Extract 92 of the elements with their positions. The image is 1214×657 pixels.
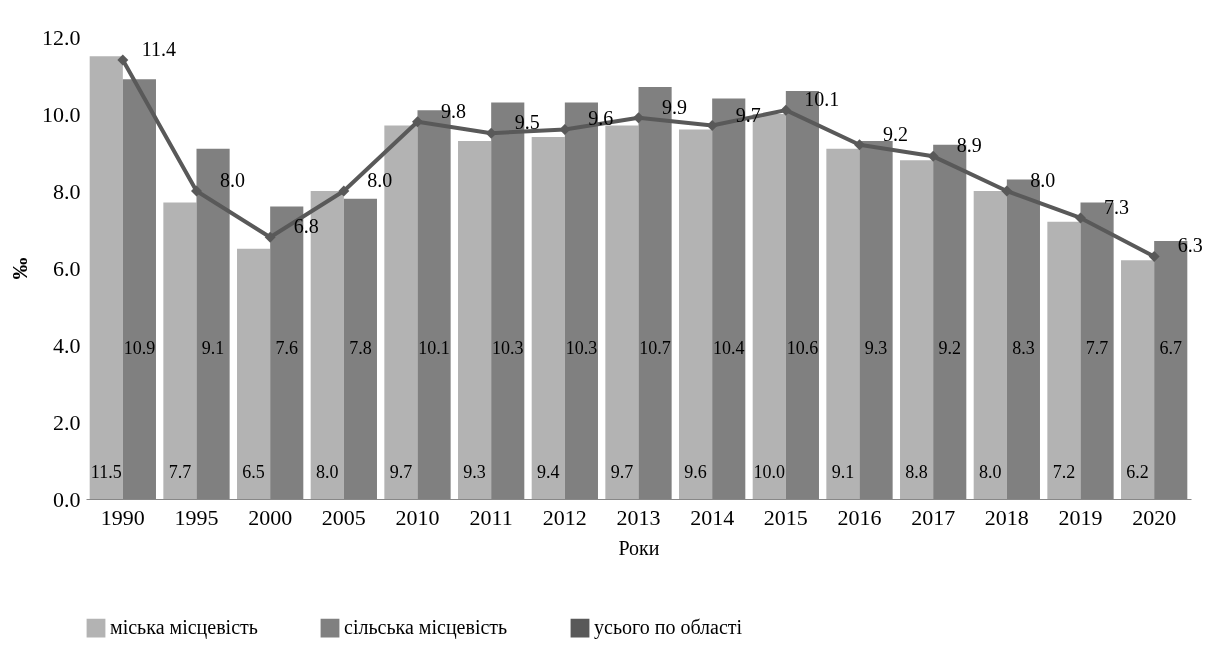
data-label: 9.8 [441, 99, 466, 122]
x-tick-label: 2020 [1132, 504, 1177, 530]
point [1075, 212, 1086, 224]
data-label: 7.3 [1104, 195, 1129, 218]
point [412, 116, 423, 128]
x-tick-label: 2019 [1058, 504, 1103, 530]
bar [531, 137, 565, 499]
point [338, 185, 350, 197]
x-tick-label: 2015 [763, 504, 808, 530]
point [780, 104, 792, 116]
data-label: 11.5 [90, 462, 122, 482]
data-label: 9.7 [610, 462, 634, 482]
bar [826, 148, 860, 499]
y-tick-label: 8.0 [53, 178, 81, 204]
bar [900, 160, 934, 499]
y-tick-label: 10.0 [42, 101, 81, 127]
x-tick-label: 2010 [395, 504, 440, 530]
data-label: 9.2 [938, 338, 961, 358]
data-label: 6.7 [1159, 338, 1182, 358]
data-label: 10.0 [753, 462, 786, 482]
point [1148, 250, 1160, 262]
data-label: 8.3 [1012, 338, 1035, 358]
data-label: 9.1 [831, 462, 855, 482]
bar [1047, 221, 1081, 499]
x-tick-label: 2013 [616, 504, 661, 530]
point [1001, 185, 1013, 197]
data-label: 7.7 [1085, 338, 1109, 358]
legend-label: сільська місцевість [344, 616, 508, 640]
x-tick-label: 2018 [984, 504, 1029, 530]
y-tick-label: 4.0 [53, 332, 81, 358]
legend-label: міська місцевість [110, 616, 258, 640]
point [264, 231, 276, 243]
data-label: 10.6 [786, 338, 819, 358]
data-label: 10.9 [123, 338, 156, 358]
data-label: 9.4 [537, 462, 560, 482]
data-label: 7.2 [1052, 462, 1076, 482]
data-label: 10.3 [565, 338, 598, 358]
point [117, 54, 129, 66]
bar [679, 129, 713, 499]
x-tick-label: 2017 [911, 504, 956, 530]
bar [973, 191, 1007, 499]
data-label: 8.0 [367, 169, 393, 191]
data-label: 8.0 [1030, 169, 1056, 191]
data-label: 9.9 [662, 95, 687, 118]
bar [163, 202, 197, 499]
data-label: 9.7 [389, 462, 413, 482]
bar [605, 125, 639, 499]
point [927, 150, 939, 162]
data-label: 10.7 [639, 338, 671, 358]
x-tick-label: 2012 [542, 504, 587, 530]
bar [458, 140, 492, 499]
y-axis-title: ‰ [7, 257, 32, 280]
data-label: 11.4 [141, 38, 176, 61]
data-label: 9.6 [684, 462, 707, 482]
data-label: 7.6 [275, 338, 298, 358]
x-tick-label: 2011 [469, 504, 513, 530]
data-label: 10.4 [712, 338, 745, 358]
x-tick-label: 1990 [100, 504, 145, 530]
legend-label: усього по області [594, 616, 743, 640]
data-label: 8.8 [905, 462, 928, 482]
x-axis-title: Роки [618, 536, 660, 559]
x-tick-label: 2014 [690, 504, 735, 530]
data-label: 9.3 [864, 338, 888, 358]
data-label: 7.7 [168, 462, 192, 482]
y-tick-label: 2.0 [53, 409, 81, 435]
y-tick-label: 12.0 [42, 24, 81, 50]
data-label: 8.9 [956, 134, 982, 157]
bar [237, 248, 271, 499]
data-label: 6.3 [1177, 234, 1203, 257]
data-label: 9.1 [201, 338, 225, 358]
data-label: 9.2 [883, 122, 908, 145]
data-label: 8.0 [316, 462, 339, 482]
data-label: 8.0 [979, 462, 1002, 482]
x-tick-label: 2000 [248, 504, 293, 530]
y-tick-label: 0.0 [53, 486, 81, 512]
bar [89, 56, 123, 499]
data-label: 9.3 [463, 462, 486, 482]
data-label: 7.8 [349, 338, 372, 358]
x-tick-label: 1995 [174, 504, 219, 530]
data-label: 10.1 [804, 88, 840, 111]
data-label: 6.2 [1126, 462, 1149, 482]
y-tick-label: 6.0 [53, 255, 81, 281]
x-tick-label: 2005 [321, 504, 366, 530]
x-tick-label: 2016 [837, 504, 882, 530]
data-label: 6.8 [293, 215, 319, 238]
bar [1121, 260, 1155, 499]
data-label: 10.3 [491, 338, 524, 358]
point [854, 139, 865, 151]
data-label: 8.0 [220, 169, 245, 191]
data-label: 6.5 [242, 462, 265, 482]
data-label: 10.1 [418, 338, 450, 358]
data-label: 9.5 [514, 111, 540, 134]
